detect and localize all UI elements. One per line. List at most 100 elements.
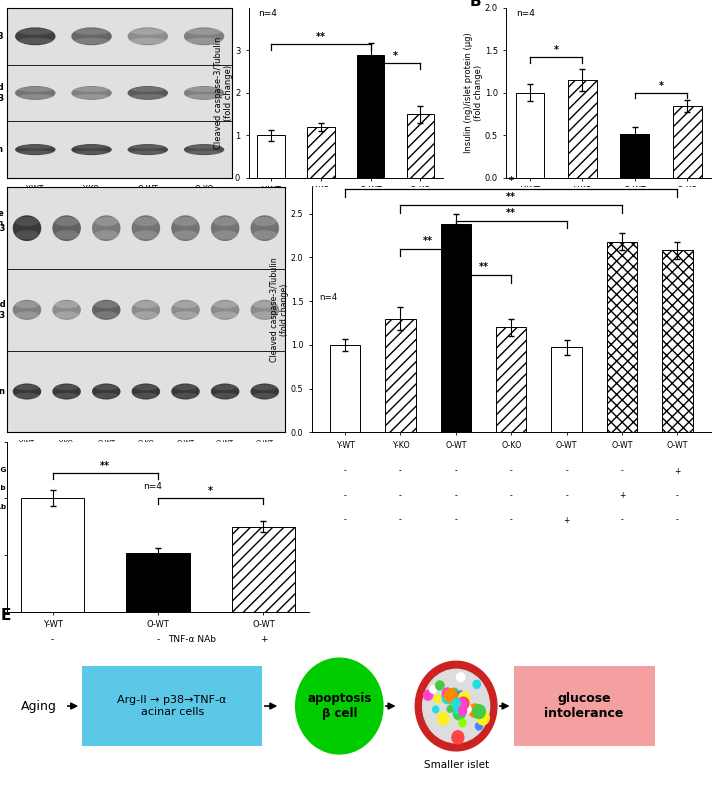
Text: +: + — [200, 209, 208, 218]
Bar — [662, 250, 693, 432]
Text: Ig G: Ig G — [292, 467, 309, 475]
Text: -: - — [676, 491, 679, 500]
Bar — [496, 328, 526, 432]
Text: TNF-α NAb: TNF-α NAb — [169, 635, 217, 645]
Bar — [307, 127, 335, 178]
Text: Macrophage
depletion: Macrophage depletion — [0, 209, 4, 229]
Ellipse shape — [15, 312, 39, 319]
Text: -: - — [224, 467, 226, 473]
Ellipse shape — [131, 94, 165, 99]
Text: -: - — [565, 467, 568, 475]
Ellipse shape — [131, 38, 165, 44]
Text: *: * — [393, 51, 398, 62]
Text: -: - — [264, 504, 266, 511]
Y-axis label: Cleaved caspase-3/Tubulin
(fold change): Cleaved caspase-3/Tubulin (fold change) — [270, 257, 289, 362]
Ellipse shape — [184, 27, 224, 46]
Ellipse shape — [173, 217, 197, 226]
Text: -: - — [510, 467, 513, 475]
Text: -: - — [399, 491, 402, 500]
Ellipse shape — [128, 27, 168, 46]
Text: -: - — [344, 491, 346, 500]
Ellipse shape — [18, 145, 52, 149]
Text: IL-6 NAb: IL-6 NAb — [272, 491, 309, 500]
Circle shape — [450, 688, 458, 697]
Bar — [568, 80, 597, 178]
Text: -: - — [185, 467, 187, 473]
Circle shape — [452, 731, 464, 744]
Text: Y-KO: Y-KO — [59, 440, 74, 447]
Bar — [607, 241, 638, 432]
Text: -: - — [510, 491, 513, 500]
Circle shape — [433, 706, 439, 713]
Ellipse shape — [71, 144, 112, 155]
Text: -: - — [620, 467, 623, 475]
Text: **: ** — [478, 262, 488, 272]
Ellipse shape — [253, 393, 277, 399]
Ellipse shape — [253, 230, 277, 240]
Y-axis label: Cleaved caspase-3/Tubulin
(fold change): Cleaved caspase-3/Tubulin (fold change) — [214, 37, 233, 149]
Circle shape — [452, 702, 460, 711]
Text: TNF-α NAb: TNF-α NAb — [264, 515, 309, 525]
Ellipse shape — [94, 312, 118, 319]
Circle shape — [453, 707, 465, 720]
Ellipse shape — [253, 301, 277, 308]
Text: Cleaved
caspase-3: Cleaved caspase-3 — [0, 300, 6, 320]
Text: Caspase3: Caspase3 — [0, 32, 4, 41]
Text: n=4: n=4 — [258, 10, 277, 18]
Ellipse shape — [253, 217, 277, 226]
Text: +: + — [144, 209, 151, 218]
Text: -: - — [185, 486, 187, 491]
Text: -: - — [105, 504, 108, 511]
Ellipse shape — [15, 86, 55, 100]
Ellipse shape — [134, 301, 158, 308]
Ellipse shape — [131, 384, 160, 400]
Ellipse shape — [173, 393, 197, 399]
Ellipse shape — [131, 145, 165, 149]
Text: +: + — [619, 491, 625, 500]
Text: -: - — [105, 486, 108, 491]
Text: +: + — [182, 504, 188, 511]
Text: Aging: Aging — [21, 700, 57, 713]
Text: -: - — [510, 515, 513, 525]
Ellipse shape — [18, 94, 52, 99]
Text: -: - — [26, 467, 28, 473]
Ellipse shape — [128, 86, 168, 100]
Text: +: + — [564, 515, 570, 525]
Ellipse shape — [213, 393, 237, 399]
Text: -: - — [26, 486, 28, 491]
Ellipse shape — [213, 312, 237, 319]
Text: Cas3: Cas3 — [0, 224, 6, 233]
Ellipse shape — [94, 217, 118, 226]
Text: -: - — [144, 504, 147, 511]
Circle shape — [469, 704, 481, 718]
Ellipse shape — [211, 300, 239, 320]
Text: **: ** — [101, 462, 111, 471]
Circle shape — [457, 698, 469, 710]
Ellipse shape — [52, 300, 81, 320]
Text: +: + — [32, 209, 39, 218]
Ellipse shape — [92, 215, 121, 241]
Ellipse shape — [55, 384, 79, 390]
Text: -: - — [676, 515, 679, 525]
Text: -: - — [620, 515, 623, 525]
Circle shape — [456, 691, 465, 702]
Text: n=4: n=4 — [143, 483, 162, 491]
Ellipse shape — [187, 150, 221, 154]
Ellipse shape — [75, 29, 108, 35]
Circle shape — [477, 711, 489, 725]
Ellipse shape — [13, 384, 41, 400]
Ellipse shape — [211, 215, 239, 241]
Ellipse shape — [15, 230, 39, 240]
Text: -: - — [65, 467, 68, 473]
Text: O-WT: O-WT — [97, 440, 116, 447]
Circle shape — [449, 691, 460, 704]
Text: O-KO: O-KO — [137, 440, 154, 447]
Ellipse shape — [55, 217, 79, 226]
Text: -: - — [157, 635, 159, 645]
Circle shape — [444, 689, 457, 702]
Ellipse shape — [134, 217, 158, 226]
Ellipse shape — [18, 29, 52, 35]
Ellipse shape — [134, 312, 158, 319]
Ellipse shape — [71, 86, 112, 100]
Text: +: + — [579, 201, 586, 211]
